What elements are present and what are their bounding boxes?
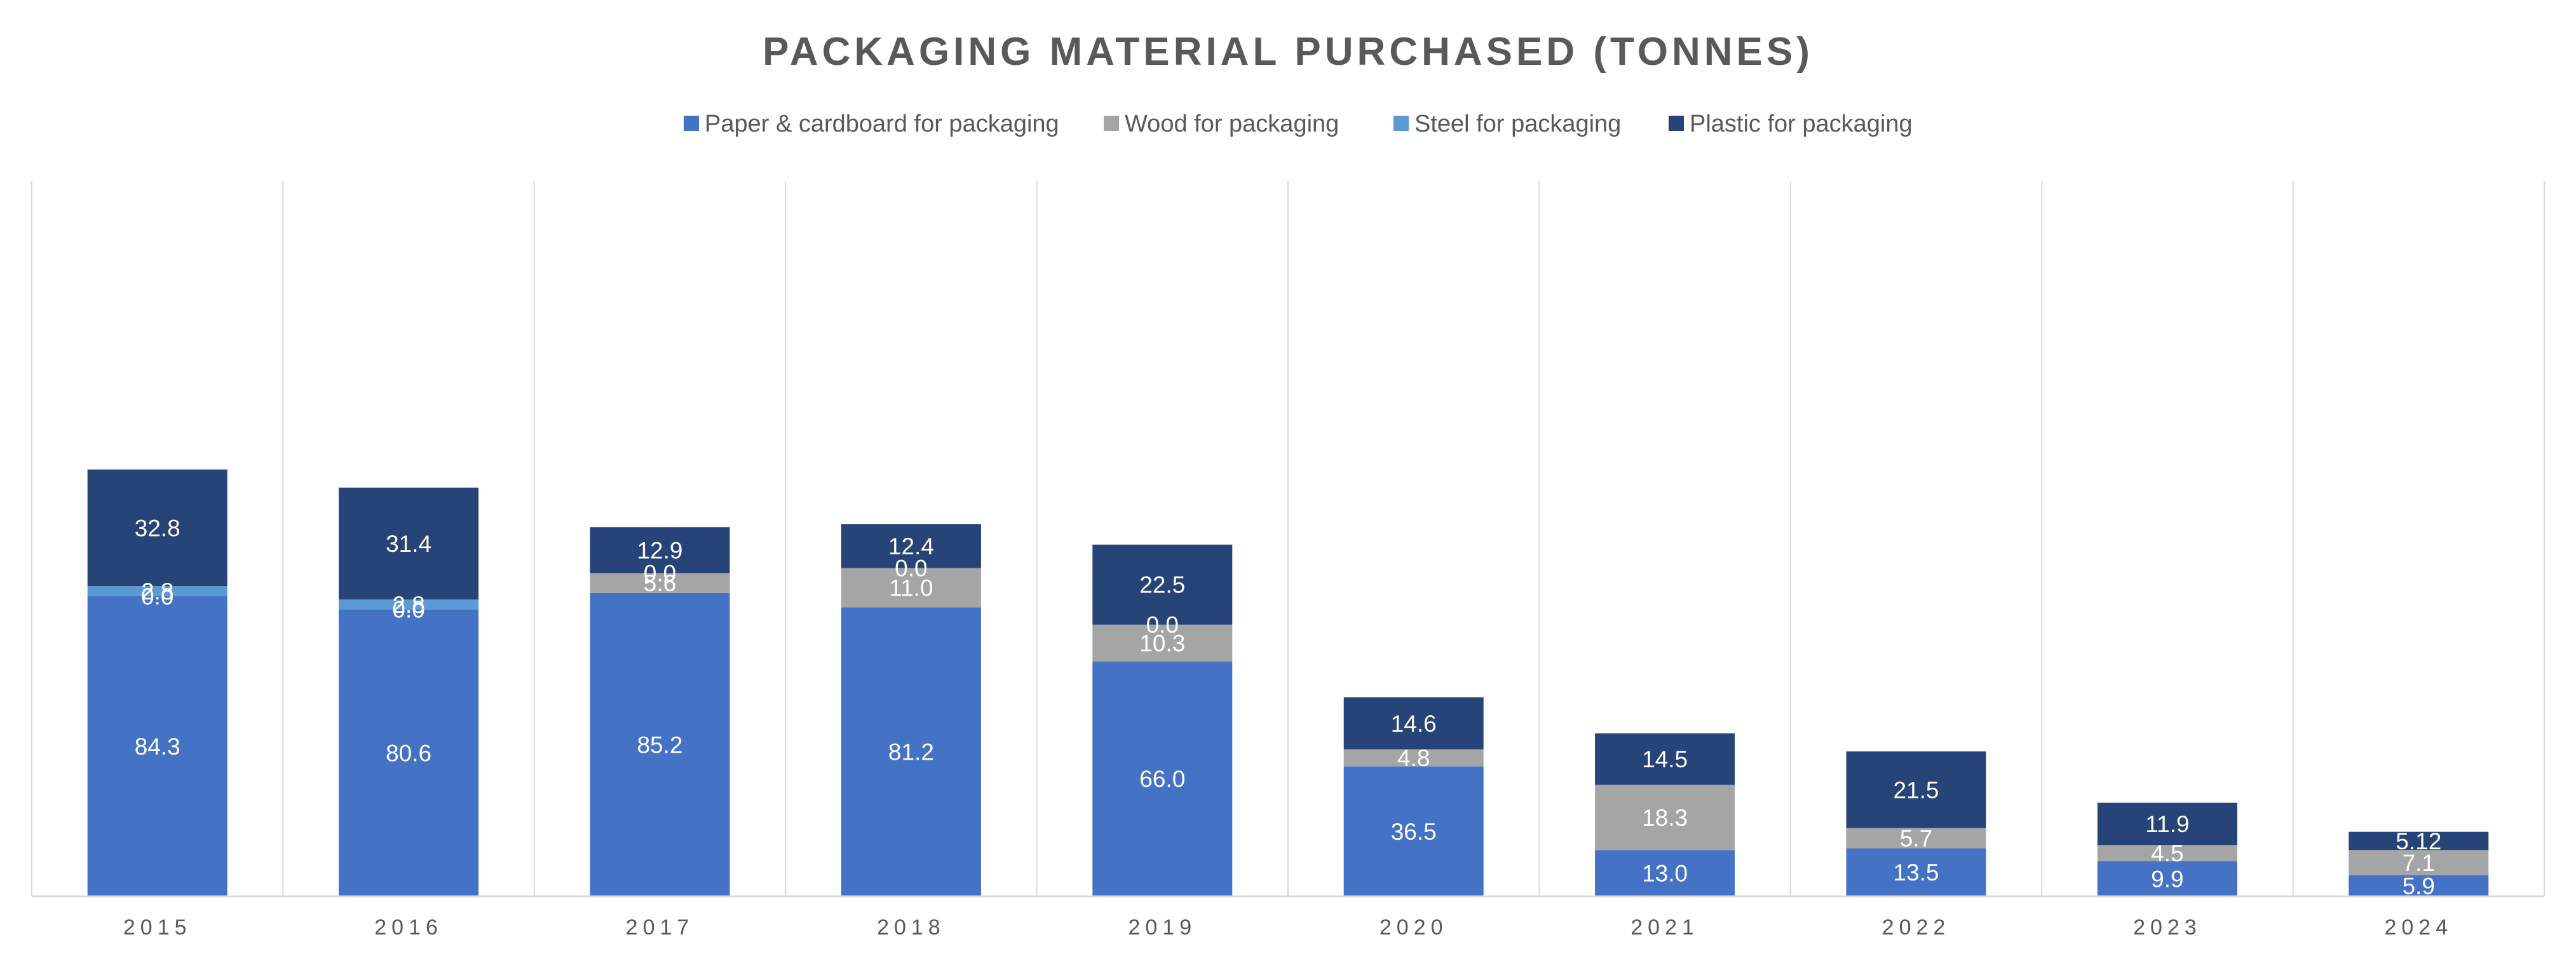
bar-paper-and-cardboard-for-packaging-2020	[1343, 766, 1484, 896]
data-label-plastic-for-packaging-2015: 32.8	[135, 515, 180, 541]
bar-wood-for-packaging-2019	[1092, 624, 1233, 662]
data-label-paper-and-cardboard-for-packaging-2016: 80.6	[386, 740, 431, 766]
data-label-paper-and-cardboard-for-packaging-2019: 66.0	[1139, 766, 1185, 792]
data-label-wood-for-packaging-2016: 0.0	[392, 597, 424, 623]
data-label-steel-for-packaging-2019: 0.0	[1146, 612, 1179, 638]
data-label-wood-for-packaging-2022: 5.7	[1900, 825, 1932, 851]
data-label-plastic-for-packaging-2022: 21.5	[1893, 777, 1939, 803]
data-label-plastic-for-packaging-2024: 5.12	[2396, 828, 2441, 854]
data-label-wood-for-packaging-2020: 4.8	[1397, 745, 1430, 771]
bar-paper-and-cardboard-for-packaging-2022	[1846, 848, 1986, 896]
bar-wood-for-packaging-2018	[841, 568, 981, 608]
data-label-steel-for-packaging-2018: 0.0	[895, 556, 927, 582]
data-label-paper-and-cardboard-for-packaging-2021: 13.0	[1642, 861, 1688, 887]
data-label-wood-for-packaging-2024: 7.1	[2403, 850, 2435, 876]
bar-wood-for-packaging-2023	[2097, 845, 2237, 861]
legend-swatch	[1669, 116, 1684, 131]
data-label-steel-for-packaging-2017: 0.0	[644, 561, 676, 587]
data-label-wood-for-packaging-2015: 0.0	[141, 584, 173, 610]
data-label-paper-and-cardboard-for-packaging-2023: 9.9	[2151, 866, 2183, 892]
data-label-paper-and-cardboard-for-packaging-2017: 85.2	[637, 732, 682, 758]
x-tick-label-2016: 2016	[374, 915, 443, 940]
bar-plastic-for-packaging-2024	[2349, 831, 2489, 851]
data-label-plastic-for-packaging-2021: 14.5	[1642, 746, 1688, 772]
legend-label: Wood for packaging	[1125, 111, 1339, 137]
x-tick-label-2024: 2024	[2384, 915, 2453, 940]
data-label-paper-and-cardboard-for-packaging-2015: 84.3	[135, 734, 180, 760]
data-label-paper-and-cardboard-for-packaging-2022: 13.5	[1893, 859, 1939, 886]
bar-wood-for-packaging-2020	[1343, 749, 1484, 767]
bar-paper-and-cardboard-for-packaging-2019	[1092, 661, 1233, 896]
data-label-wood-for-packaging-2021: 18.3	[1642, 805, 1688, 831]
bar-plastic-for-packaging-2022	[1846, 751, 1986, 828]
data-label-wood-for-packaging-2017: 5.6	[644, 570, 676, 596]
data-label-plastic-for-packaging-2018: 12.4	[888, 533, 934, 559]
bar-paper-and-cardboard-for-packaging-2015	[87, 596, 227, 896]
bar-plastic-for-packaging-2017	[590, 527, 730, 573]
bar-wood-for-packaging-2022	[1846, 828, 1986, 849]
gridlines	[31, 181, 2545, 896]
legend-item-wood-for-packaging: Wood for packaging	[1104, 111, 1339, 137]
x-tick-label-2015: 2015	[123, 915, 192, 940]
bar-plastic-for-packaging-2021	[1595, 733, 1735, 785]
data-label-wood-for-packaging-2019: 10.3	[1139, 631, 1185, 657]
legend: Paper & cardboard for packaging Wood for …	[684, 111, 1913, 137]
bar-plastic-for-packaging-2019	[1092, 544, 1233, 625]
data-label-paper-and-cardboard-for-packaging-2020: 36.5	[1391, 819, 1437, 845]
x-tick-label-2017: 2017	[626, 915, 695, 940]
legend-swatch	[684, 116, 699, 131]
x-tick-label-2019: 2019	[1128, 915, 1196, 940]
bar-paper-and-cardboard-for-packaging-2021	[1595, 850, 1735, 896]
bar-steel-for-packaging-2016	[339, 599, 479, 610]
data-label-wood-for-packaging-2023: 4.5	[2151, 840, 2183, 866]
bar-plastic-for-packaging-2020	[1343, 697, 1484, 749]
legend-item-paper-and-cardboard-for-packaging: Paper & cardboard for packaging	[684, 111, 1059, 137]
data-label-wood-for-packaging-2018: 11.0	[889, 575, 933, 601]
legend-item-steel-for-packaging: Steel for packaging	[1393, 111, 1621, 137]
bar-plastic-for-packaging-2015	[87, 469, 227, 587]
bar-paper-and-cardboard-for-packaging-2023	[2097, 861, 2237, 896]
chart-title: PACKAGING MATERIAL PURCHASED (TONNES)	[763, 30, 1813, 74]
bar-paper-and-cardboard-for-packaging-2018	[841, 607, 981, 896]
bar-paper-and-cardboard-for-packaging-2024	[2349, 875, 2489, 896]
bar-plastic-for-packaging-2016	[339, 488, 479, 599]
x-tick-label-2022: 2022	[1882, 915, 1951, 940]
legend-label: Paper & cardboard for packaging	[705, 111, 1059, 137]
bar-steel-for-packaging-2015	[87, 586, 227, 596]
bar-plastic-for-packaging-2018	[841, 524, 981, 568]
data-label-plastic-for-packaging-2017: 12.9	[637, 537, 682, 563]
bar-wood-for-packaging-2024	[2349, 850, 2489, 875]
data-labels: 84.30.02.832.880.60.02.831.485.25.60.012…	[135, 515, 2442, 899]
data-label-plastic-for-packaging-2020: 14.6	[1391, 711, 1437, 737]
data-label-plastic-for-packaging-2023: 11.9	[2145, 811, 2189, 837]
bar-wood-for-packaging-2017	[590, 573, 730, 593]
x-tick-label-2021: 2021	[1630, 915, 1699, 940]
bar-wood-for-packaging-2021	[1595, 784, 1735, 851]
bar-paper-and-cardboard-for-packaging-2017	[590, 592, 730, 896]
data-label-paper-and-cardboard-for-packaging-2024: 5.9	[2403, 873, 2435, 899]
bar-paper-and-cardboard-for-packaging-2016	[339, 609, 479, 896]
data-label-plastic-for-packaging-2019: 22.5	[1139, 572, 1185, 598]
x-axis: 2015 2016 2017 2018 2019 2020 2021 2022 2023 2024	[32, 895, 2544, 940]
legend-label: Steel for packaging	[1414, 111, 1621, 137]
data-label-paper-and-cardboard-for-packaging-2018: 81.2	[888, 739, 934, 765]
legend-swatch	[1104, 116, 1119, 131]
data-label-plastic-for-packaging-2016: 31.4	[386, 531, 431, 557]
x-tick-label-2018: 2018	[877, 915, 946, 940]
legend-item-plastic-for-packaging: Plastic for packaging	[1669, 111, 1913, 137]
data-label-steel-for-packaging-2015: 2.8	[141, 578, 173, 605]
x-tick-label-2020: 2020	[1380, 915, 1448, 940]
bar-plastic-for-packaging-2023	[2097, 802, 2237, 845]
bars	[87, 469, 2489, 896]
x-tick-label-2023: 2023	[2133, 915, 2202, 940]
legend-label: Plastic for packaging	[1690, 111, 1913, 137]
data-label-steel-for-packaging-2016: 2.8	[392, 592, 424, 618]
legend-swatch	[1393, 116, 1409, 131]
